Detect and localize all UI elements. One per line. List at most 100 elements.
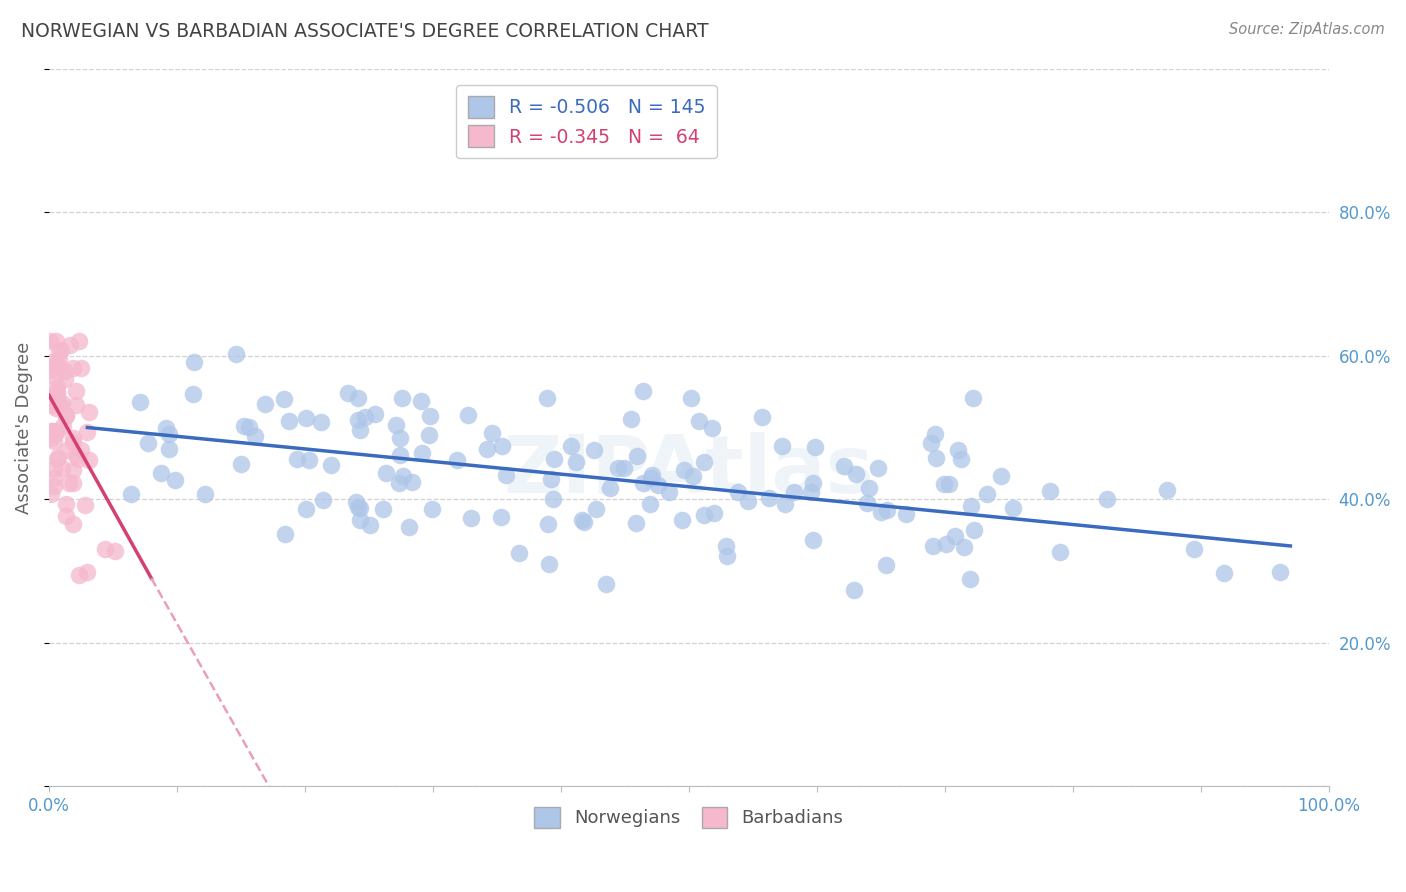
Point — [238, 420, 260, 434]
Point — [876, 502, 898, 516]
Point — [716, 549, 738, 563]
Point — [703, 506, 725, 520]
Point — [477, 442, 499, 456]
Point — [349, 423, 371, 437]
Point — [104, 543, 127, 558]
Point — [845, 467, 868, 482]
Point — [959, 572, 981, 586]
Point — [959, 500, 981, 514]
Point — [42, 471, 65, 485]
Point — [495, 468, 517, 483]
Point — [626, 516, 648, 531]
Point — [693, 508, 716, 522]
Point — [411, 446, 433, 460]
Point — [389, 431, 412, 445]
Point — [297, 452, 319, 467]
Point — [770, 439, 793, 453]
Point — [243, 429, 266, 443]
Point — [347, 392, 370, 406]
Point — [679, 391, 702, 405]
Point — [374, 466, 396, 480]
Point — [1039, 484, 1062, 499]
Point — [51, 396, 73, 410]
Point — [420, 502, 443, 516]
Point — [737, 494, 759, 508]
Point — [155, 420, 177, 434]
Point — [773, 498, 796, 512]
Point — [682, 469, 704, 483]
Point — [693, 455, 716, 469]
Point — [55, 508, 77, 523]
Point — [225, 346, 247, 360]
Point — [76, 425, 98, 439]
Point — [384, 417, 406, 432]
Point — [45, 334, 67, 349]
Point — [44, 359, 66, 373]
Point — [727, 485, 749, 500]
Point — [129, 395, 152, 409]
Point — [640, 471, 662, 485]
Point — [508, 546, 530, 560]
Point — [46, 450, 69, 465]
Point — [1001, 501, 1024, 516]
Point — [783, 484, 806, 499]
Point — [401, 475, 423, 490]
Point — [65, 398, 87, 412]
Point — [159, 426, 181, 441]
Point — [856, 496, 879, 510]
Point — [39, 486, 62, 500]
Point — [45, 386, 67, 401]
Point — [66, 452, 89, 467]
Point — [924, 426, 946, 441]
Point — [79, 405, 101, 419]
Point — [319, 458, 342, 472]
Point — [1212, 566, 1234, 580]
Text: ZIPAtlas: ZIPAtlas — [503, 432, 875, 509]
Point — [1049, 544, 1071, 558]
Point — [347, 413, 370, 427]
Point — [55, 408, 77, 422]
Point — [595, 576, 617, 591]
Point — [312, 492, 335, 507]
Point — [866, 461, 889, 475]
Point — [52, 418, 75, 433]
Point — [295, 501, 318, 516]
Point — [294, 410, 316, 425]
Point — [943, 529, 966, 543]
Point — [688, 414, 710, 428]
Point — [460, 511, 482, 525]
Point — [194, 487, 217, 501]
Legend: Norwegians, Barbadians: Norwegians, Barbadians — [527, 799, 851, 835]
Point — [842, 583, 865, 598]
Point — [398, 519, 420, 533]
Point — [49, 343, 72, 357]
Point — [641, 467, 664, 482]
Point — [1095, 491, 1118, 506]
Point — [536, 517, 558, 532]
Point — [418, 427, 440, 442]
Point — [53, 364, 76, 378]
Point — [62, 431, 84, 445]
Point — [181, 386, 204, 401]
Point — [599, 481, 621, 495]
Point — [46, 393, 69, 408]
Point — [44, 479, 66, 493]
Point — [565, 455, 588, 469]
Point — [631, 476, 654, 491]
Point — [41, 398, 63, 412]
Point — [347, 500, 370, 514]
Point — [962, 391, 984, 405]
Point — [585, 501, 607, 516]
Point — [419, 409, 441, 424]
Point — [626, 449, 648, 463]
Point — [42, 434, 65, 448]
Point — [120, 486, 142, 500]
Point — [572, 515, 595, 529]
Point — [858, 481, 880, 495]
Point — [67, 334, 90, 349]
Point — [364, 407, 387, 421]
Point — [373, 502, 395, 516]
Point — [354, 410, 377, 425]
Point — [920, 436, 942, 450]
Point — [55, 409, 77, 423]
